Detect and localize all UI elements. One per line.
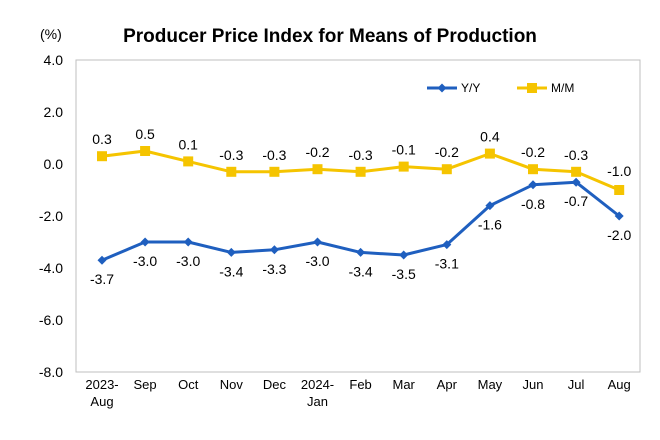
x-tick-label: Jul xyxy=(568,377,585,392)
data-label-yy: -3.7 xyxy=(90,271,114,287)
data-label-mm: -0.2 xyxy=(435,144,459,160)
data-label-mm: 0.5 xyxy=(135,126,155,142)
x-tick-label: 2023- xyxy=(85,377,118,392)
y-tick-label: 0.0 xyxy=(44,156,64,172)
data-label-mm: -0.1 xyxy=(392,142,416,158)
data-label-mm: 0.3 xyxy=(92,131,112,147)
data-point-yy xyxy=(528,180,538,190)
data-point-yy xyxy=(399,250,409,260)
data-label-yy: -3.0 xyxy=(176,253,200,269)
data-label-mm: -0.3 xyxy=(564,147,588,163)
x-tick-label: May xyxy=(478,377,503,392)
data-point-mm xyxy=(269,166,280,177)
data-point-yy xyxy=(356,247,366,257)
data-label-yy: -3.1 xyxy=(435,256,459,272)
data-label-mm: -0.2 xyxy=(521,144,545,160)
y-tick-label: 4.0 xyxy=(44,52,64,68)
x-tick-label: Mar xyxy=(393,377,416,392)
x-tick-label: Sep xyxy=(134,377,157,392)
data-point-mm xyxy=(398,161,409,172)
data-point-yy xyxy=(269,245,279,255)
data-point-mm xyxy=(226,166,237,177)
data-point-mm xyxy=(183,156,194,167)
data-point-mm xyxy=(312,164,323,175)
data-label-yy: -1.6 xyxy=(478,217,502,233)
data-label-mm: -0.2 xyxy=(305,144,329,160)
legend-label: M/M xyxy=(551,81,574,95)
y-tick-label: -6.0 xyxy=(39,312,63,328)
data-label-mm: 0.1 xyxy=(178,136,198,152)
data-label-yy: -3.4 xyxy=(349,263,373,279)
data-point-yy xyxy=(571,177,581,187)
data-label-yy: -3.0 xyxy=(133,253,157,269)
y-axis-unit-label: (%) xyxy=(40,26,62,42)
data-point-yy xyxy=(140,237,150,247)
data-point-yy xyxy=(313,237,322,247)
data-point-yy xyxy=(614,211,624,221)
data-point-yy xyxy=(442,240,452,250)
data-point-mm xyxy=(528,164,538,175)
x-tick-label: Jun xyxy=(523,377,544,392)
legend-marker xyxy=(437,83,447,93)
x-tick-label: Dec xyxy=(263,377,287,392)
data-point-mm xyxy=(140,146,151,156)
data-label-yy: -0.7 xyxy=(564,193,588,209)
legend-marker xyxy=(527,83,537,93)
data-point-yy xyxy=(485,201,495,211)
data-point-mm xyxy=(441,164,452,175)
data-point-mm xyxy=(97,151,107,162)
data-label-mm: -0.3 xyxy=(219,147,243,163)
x-tick-label: Apr xyxy=(437,377,458,392)
data-label-yy: -3.3 xyxy=(262,261,286,277)
y-tick-label: -4.0 xyxy=(39,260,63,276)
x-tick-label: Oct xyxy=(178,377,199,392)
x-tick-label: Aug xyxy=(608,377,631,392)
data-label-mm: -0.3 xyxy=(349,147,373,163)
data-label-yy: -0.8 xyxy=(521,196,545,212)
x-tick-label: Jan xyxy=(307,394,328,409)
data-label-mm: 0.4 xyxy=(480,129,500,145)
x-tick-label: Nov xyxy=(220,377,244,392)
data-point-mm xyxy=(571,166,582,177)
x-tick-label: Aug xyxy=(90,394,113,409)
data-label-yy: -2.0 xyxy=(607,227,631,243)
legend-label: Y/Y xyxy=(461,81,480,95)
data-point-yy xyxy=(226,247,236,257)
data-point-mm xyxy=(355,166,366,177)
data-label-mm: -1.0 xyxy=(607,163,631,179)
x-tick-label: 2024- xyxy=(301,377,334,392)
data-point-yy xyxy=(183,237,193,247)
data-point-mm xyxy=(614,185,625,195)
data-point-mm xyxy=(484,148,495,159)
y-tick-label: 2.0 xyxy=(44,104,64,120)
data-label-yy: -3.4 xyxy=(219,263,243,279)
data-point-yy xyxy=(97,255,107,265)
plot-area-border xyxy=(75,59,641,373)
y-tick-label: -2.0 xyxy=(39,208,63,224)
x-tick-label: Feb xyxy=(349,377,371,392)
data-label-yy: -3.0 xyxy=(305,253,329,269)
data-label-yy: -3.5 xyxy=(392,266,416,282)
y-tick-label: -8.0 xyxy=(39,364,63,380)
data-label-mm: -0.3 xyxy=(262,147,286,163)
chart-title: Producer Price Index for Means of Produc… xyxy=(123,26,537,47)
